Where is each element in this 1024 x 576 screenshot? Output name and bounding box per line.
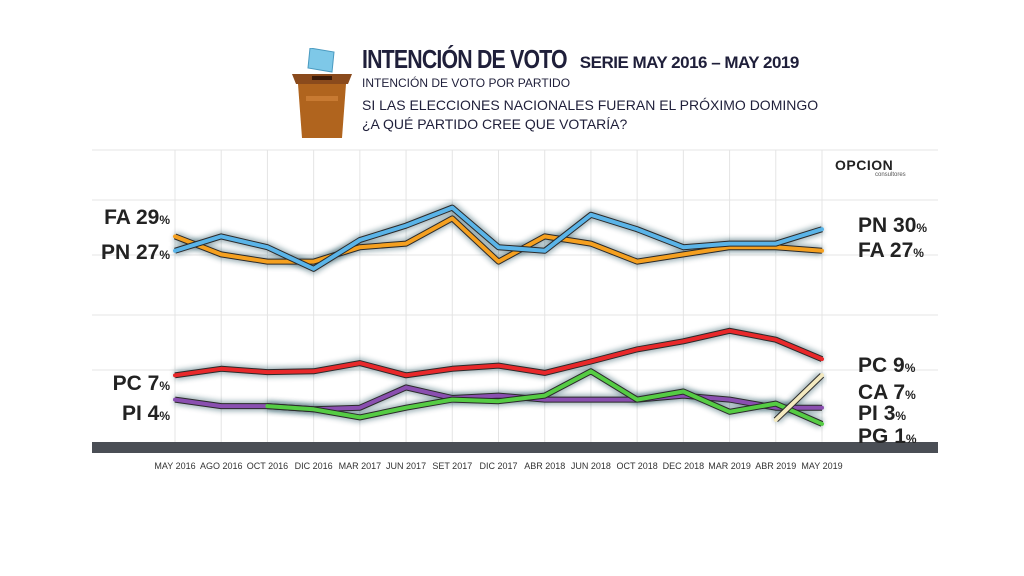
series-lines — [173, 204, 825, 427]
x-tick-label: AGO 2016 — [200, 461, 243, 471]
series-line-fa — [173, 216, 824, 264]
subtitle: INTENCIÓN DE VOTO POR PARTIDO — [362, 76, 571, 90]
question-line-2: ¿A QUÉ PARTIDO CREE QUE VOTARÍA? — [362, 116, 628, 132]
x-tick-label: DEC 2018 — [663, 461, 705, 471]
series-line-pc — [173, 328, 824, 378]
end-label-ca: CA 7% — [858, 381, 916, 404]
page-title: INTENCIÓN DE VOTO — [362, 44, 568, 74]
x-tick-label: MAR 2019 — [708, 461, 751, 471]
series-line-ca — [773, 373, 824, 422]
end-label-fa: FA 27% — [858, 239, 924, 262]
opcion-logo: OPCION consultores — [835, 157, 906, 178]
x-tick-label: MAY 2019 — [801, 461, 842, 471]
x-axis-bar — [92, 442, 938, 453]
end-label-pi: PI 3% — [858, 402, 906, 425]
question-line-1: SI LAS ELECCIONES NACIONALES FUERAN EL P… — [362, 97, 819, 113]
start-label-fa: FA 29% — [104, 206, 170, 229]
ballot-box-icon — [292, 48, 352, 138]
x-tick-label: OCT 2018 — [616, 461, 657, 471]
x-tick-label: ABR 2018 — [524, 461, 565, 471]
x-tick-label: JUN 2018 — [571, 461, 611, 471]
logo-subtext: consultores — [875, 172, 906, 178]
series-line-pg — [265, 369, 824, 426]
start-label-pn: PN 27% — [101, 241, 170, 264]
end-label-pg: PG 1% — [858, 425, 917, 448]
start-label-pi: PI 4% — [122, 402, 170, 425]
start-label-pc: PC 7% — [113, 372, 171, 395]
x-tick-label: OCT 2016 — [247, 461, 288, 471]
x-tick-label: MAY 2016 — [154, 461, 195, 471]
series-line-pn — [173, 205, 824, 271]
x-tick-labels: MAY 2016 AGO 2016 OCT 2016 DIC 2016 MAR 2017… — [154, 461, 842, 471]
end-label-pn: PN 30% — [858, 214, 927, 237]
x-tick-label: ABR 2019 — [755, 461, 796, 471]
x-tick-label: JUN 2017 — [386, 461, 426, 471]
x-tick-label: DIC 2016 — [295, 461, 333, 471]
title-series-range: SERIE MAY 2016 – MAY 2019 — [579, 53, 800, 72]
series-labels: PN 27% PN 30% FA 29% FA 27% PC 7% PC 9% PI 4% P… — [101, 206, 927, 448]
chart-header: INTENCIÓN DE VOTO SERIE MAY 2016 – MAY 20… — [290, 40, 818, 140]
logo-text: OPCION — [835, 157, 894, 173]
x-tick-label: DIC 2017 — [479, 461, 517, 471]
x-tick-label: SET 2017 — [432, 461, 472, 471]
end-label-pc: PC 9% — [858, 354, 916, 377]
x-tick-label: MAR 2017 — [339, 461, 382, 471]
